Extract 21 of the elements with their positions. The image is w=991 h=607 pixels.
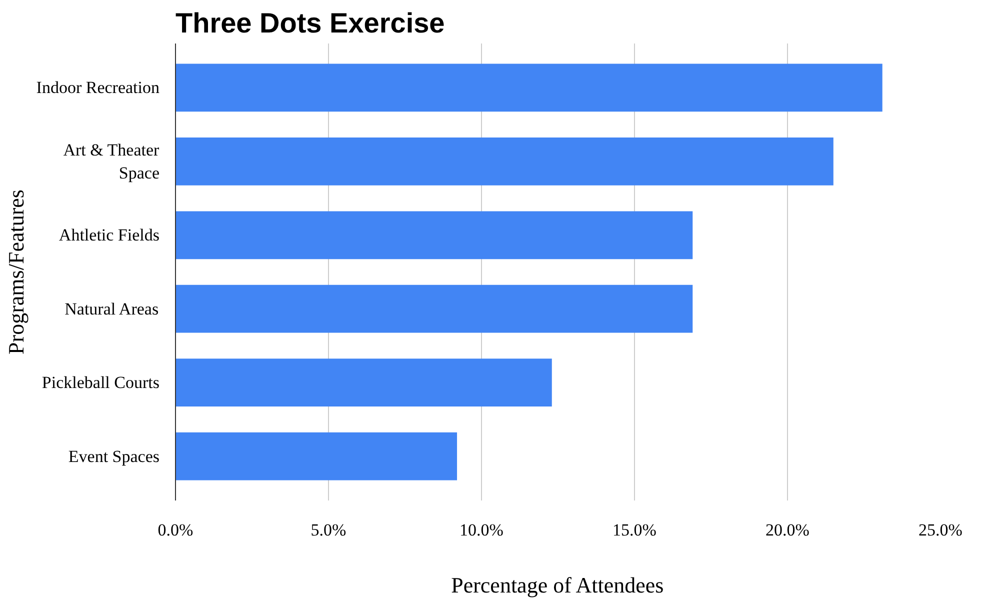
x-tick-label: 0.0% <box>158 520 194 540</box>
x-tick-label: 5.0% <box>310 520 346 540</box>
x-tick-label: 20.0% <box>766 520 810 540</box>
x-tick-label: 10.0% <box>460 520 504 540</box>
y-tick-label: Natural Areas <box>64 299 159 318</box>
x-tick-label: 25.0% <box>918 520 962 540</box>
y-tick-label: Indoor Recreation <box>36 78 160 98</box>
y-axis-title: Programs/Features <box>3 190 28 354</box>
bar <box>176 284 693 333</box>
chart-title: Three Dots Exercise <box>176 8 445 38</box>
y-tick-label: Art & Theater Space <box>63 140 160 182</box>
bar <box>176 358 552 407</box>
bar <box>176 432 458 480</box>
y-tick-label: Event Spaces <box>68 446 160 466</box>
y-tick-label: Pickleball Courts <box>42 373 160 392</box>
bar <box>176 64 882 112</box>
y-tick-label: Ahtletic Fields <box>58 226 160 245</box>
bar <box>176 137 834 186</box>
x-tick-label: 15.0% <box>612 520 656 540</box>
x-axis-title: Percentage of Attendees <box>451 572 664 598</box>
bar <box>176 211 693 260</box>
